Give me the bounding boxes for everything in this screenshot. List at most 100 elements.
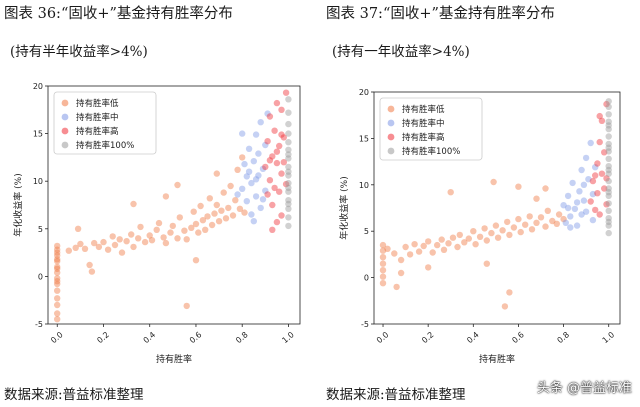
x-tick-label: 1.0 bbox=[601, 330, 617, 345]
series-2 bbox=[587, 100, 610, 218]
data-point bbox=[564, 192, 572, 200]
figure-subtitle: (持有半年收益率>4%) bbox=[10, 44, 148, 60]
series-1 bbox=[234, 110, 271, 225]
y-tick-label: 15 bbox=[359, 134, 369, 143]
data-point bbox=[596, 138, 603, 146]
data-point bbox=[488, 229, 495, 237]
data-point bbox=[123, 238, 130, 245]
data-point bbox=[515, 183, 522, 190]
data-point bbox=[483, 260, 490, 267]
data-point bbox=[257, 119, 264, 126]
legend-marker bbox=[61, 113, 69, 121]
data-point bbox=[278, 170, 285, 177]
data-point bbox=[130, 243, 137, 251]
series-3 bbox=[605, 98, 612, 237]
x-tick-label: 0.8 bbox=[555, 330, 571, 345]
legend-label: 持有胜率高 bbox=[402, 132, 445, 143]
data-point bbox=[116, 236, 123, 243]
series-0 bbox=[379, 178, 567, 310]
figure-subtitle: (持有一年收益率>4%) bbox=[332, 44, 470, 60]
data-point bbox=[533, 219, 540, 226]
data-point bbox=[285, 172, 292, 179]
data-point bbox=[605, 222, 612, 229]
data-point bbox=[54, 310, 61, 317]
data-point bbox=[605, 163, 612, 170]
legend-label: 持有胜率低 bbox=[76, 98, 119, 109]
legend-label: 持有胜率低 bbox=[402, 104, 445, 115]
data-point bbox=[88, 268, 96, 275]
data-point bbox=[601, 185, 608, 192]
data-point bbox=[54, 269, 61, 276]
data-point bbox=[605, 125, 612, 133]
data-point bbox=[567, 224, 574, 231]
data-point bbox=[252, 176, 260, 183]
data-point bbox=[153, 226, 160, 233]
data-point bbox=[262, 163, 269, 171]
data-point bbox=[257, 204, 264, 212]
x-tick-label: 0.4 bbox=[465, 330, 481, 345]
data-point bbox=[379, 241, 387, 249]
scatter-plot-one-year: -5 0 5 10 15 20 0.0 0.2 0.4 0.6 0.8 1.0 持有胜率 年化收益率 (%… bbox=[338, 88, 621, 365]
data-point bbox=[241, 160, 248, 168]
data-point bbox=[445, 240, 452, 247]
series-3 bbox=[285, 96, 292, 230]
x-axis-label: 持有胜率 bbox=[156, 353, 192, 365]
data-point bbox=[605, 192, 612, 200]
y-tick-label: 20 bbox=[359, 88, 369, 97]
scatter-plot-half-year: -5 0 5 10 15 20 0.0 0.2 0.4 0.6 0.8 1.0 持有胜率 年化收益率 (%… bbox=[12, 82, 301, 365]
data-point bbox=[533, 195, 540, 202]
data-point bbox=[72, 244, 79, 251]
legend-marker bbox=[387, 133, 395, 141]
data-point bbox=[192, 220, 200, 228]
data-point bbox=[273, 159, 281, 167]
data-point bbox=[560, 215, 567, 223]
data-point bbox=[285, 146, 292, 153]
data-point bbox=[243, 173, 250, 180]
x-tick-label: 0.6 bbox=[510, 330, 526, 345]
data-point bbox=[273, 218, 281, 226]
data-point bbox=[137, 223, 144, 231]
y-tick-label: 0 bbox=[38, 272, 43, 281]
data-point bbox=[573, 199, 581, 206]
data-point bbox=[273, 148, 281, 155]
series-2 bbox=[262, 89, 290, 233]
data-point bbox=[605, 118, 612, 125]
data-point bbox=[379, 254, 387, 261]
data-point bbox=[285, 96, 292, 103]
data-point bbox=[54, 256, 61, 263]
data-point bbox=[605, 133, 612, 140]
data-point bbox=[232, 197, 239, 204]
data-point bbox=[169, 222, 176, 230]
data-point bbox=[603, 201, 610, 208]
data-point bbox=[285, 120, 292, 128]
data-point bbox=[262, 141, 269, 149]
watermark-text: 头条 @普益标准 bbox=[536, 381, 632, 396]
data-point bbox=[598, 170, 606, 177]
data-point bbox=[215, 218, 223, 225]
data-point bbox=[118, 249, 126, 256]
data-point bbox=[447, 189, 454, 196]
data-point bbox=[273, 99, 281, 107]
legend-label: 持有胜率高 bbox=[76, 126, 119, 137]
data-point bbox=[282, 89, 290, 96]
data-point bbox=[504, 218, 511, 226]
data-point bbox=[379, 273, 387, 280]
data-point bbox=[285, 205, 292, 212]
y-tick-label: 15 bbox=[33, 130, 43, 139]
data-point bbox=[582, 154, 590, 162]
data-point bbox=[420, 242, 427, 250]
data-point bbox=[425, 238, 432, 245]
data-point bbox=[146, 232, 153, 239]
data-point bbox=[285, 139, 292, 146]
data-point bbox=[264, 138, 271, 145]
data-point bbox=[528, 226, 536, 233]
figure-title: 图表 37:“固收+”基金持有胜率分布 bbox=[326, 6, 555, 22]
legend-marker bbox=[387, 119, 395, 127]
data-point bbox=[197, 202, 204, 210]
data-point bbox=[553, 220, 560, 227]
data-point bbox=[285, 179, 292, 187]
data-point bbox=[141, 238, 149, 246]
plot-frame bbox=[47, 85, 301, 325]
data-point bbox=[454, 243, 461, 251]
data-point bbox=[391, 250, 398, 257]
